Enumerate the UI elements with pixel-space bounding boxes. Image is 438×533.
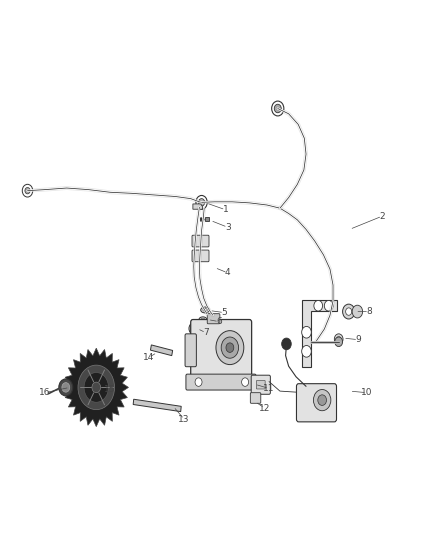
Text: 5: 5 bbox=[221, 308, 227, 317]
Ellipse shape bbox=[199, 317, 207, 322]
Ellipse shape bbox=[201, 307, 209, 313]
Circle shape bbox=[274, 104, 281, 113]
Text: 9: 9 bbox=[355, 335, 361, 344]
Circle shape bbox=[343, 304, 355, 319]
Text: 10: 10 bbox=[361, 388, 373, 397]
FancyBboxPatch shape bbox=[191, 319, 252, 381]
Text: 12: 12 bbox=[259, 403, 270, 413]
Text: 11: 11 bbox=[263, 384, 275, 393]
Circle shape bbox=[189, 322, 198, 334]
Circle shape bbox=[352, 305, 363, 318]
Circle shape bbox=[62, 383, 70, 392]
FancyBboxPatch shape bbox=[207, 314, 220, 324]
Circle shape bbox=[314, 301, 322, 311]
Polygon shape bbox=[193, 204, 202, 209]
Circle shape bbox=[272, 101, 284, 116]
Circle shape bbox=[302, 326, 311, 338]
Ellipse shape bbox=[201, 318, 205, 321]
FancyBboxPatch shape bbox=[251, 393, 261, 403]
Circle shape bbox=[336, 336, 341, 342]
Circle shape bbox=[92, 382, 101, 393]
Circle shape bbox=[242, 378, 249, 386]
Text: 1: 1 bbox=[223, 205, 228, 214]
Text: 16: 16 bbox=[39, 388, 51, 397]
Circle shape bbox=[346, 308, 352, 316]
Circle shape bbox=[195, 378, 202, 386]
Ellipse shape bbox=[203, 309, 207, 311]
FancyBboxPatch shape bbox=[186, 374, 256, 390]
Text: 15: 15 bbox=[104, 385, 116, 394]
Circle shape bbox=[59, 379, 73, 396]
Polygon shape bbox=[151, 345, 173, 356]
FancyBboxPatch shape bbox=[192, 235, 209, 247]
Circle shape bbox=[318, 395, 326, 406]
Circle shape bbox=[221, 337, 239, 358]
Circle shape bbox=[314, 390, 331, 411]
Text: 8: 8 bbox=[366, 307, 372, 316]
Circle shape bbox=[334, 334, 343, 344]
Circle shape bbox=[196, 196, 207, 209]
Circle shape bbox=[302, 345, 311, 357]
Polygon shape bbox=[64, 348, 128, 426]
FancyBboxPatch shape bbox=[251, 375, 270, 394]
Circle shape bbox=[226, 343, 234, 352]
Circle shape bbox=[282, 338, 291, 350]
Text: 7: 7 bbox=[203, 328, 209, 337]
Circle shape bbox=[84, 373, 109, 402]
Circle shape bbox=[324, 301, 333, 311]
FancyBboxPatch shape bbox=[256, 381, 265, 389]
FancyBboxPatch shape bbox=[297, 384, 336, 422]
Circle shape bbox=[335, 337, 343, 346]
Polygon shape bbox=[302, 301, 336, 367]
Circle shape bbox=[216, 330, 244, 365]
Circle shape bbox=[78, 365, 115, 410]
Text: 3: 3 bbox=[225, 223, 230, 232]
FancyBboxPatch shape bbox=[192, 250, 209, 262]
Text: 4: 4 bbox=[225, 268, 230, 277]
Text: 14: 14 bbox=[143, 353, 154, 362]
Circle shape bbox=[22, 184, 33, 197]
Circle shape bbox=[191, 325, 196, 332]
Circle shape bbox=[198, 199, 205, 206]
Circle shape bbox=[25, 188, 30, 194]
FancyBboxPatch shape bbox=[185, 334, 196, 367]
Text: 2: 2 bbox=[379, 212, 385, 221]
Text: 13: 13 bbox=[178, 415, 190, 424]
Text: 6: 6 bbox=[216, 317, 222, 326]
Polygon shape bbox=[133, 399, 181, 411]
